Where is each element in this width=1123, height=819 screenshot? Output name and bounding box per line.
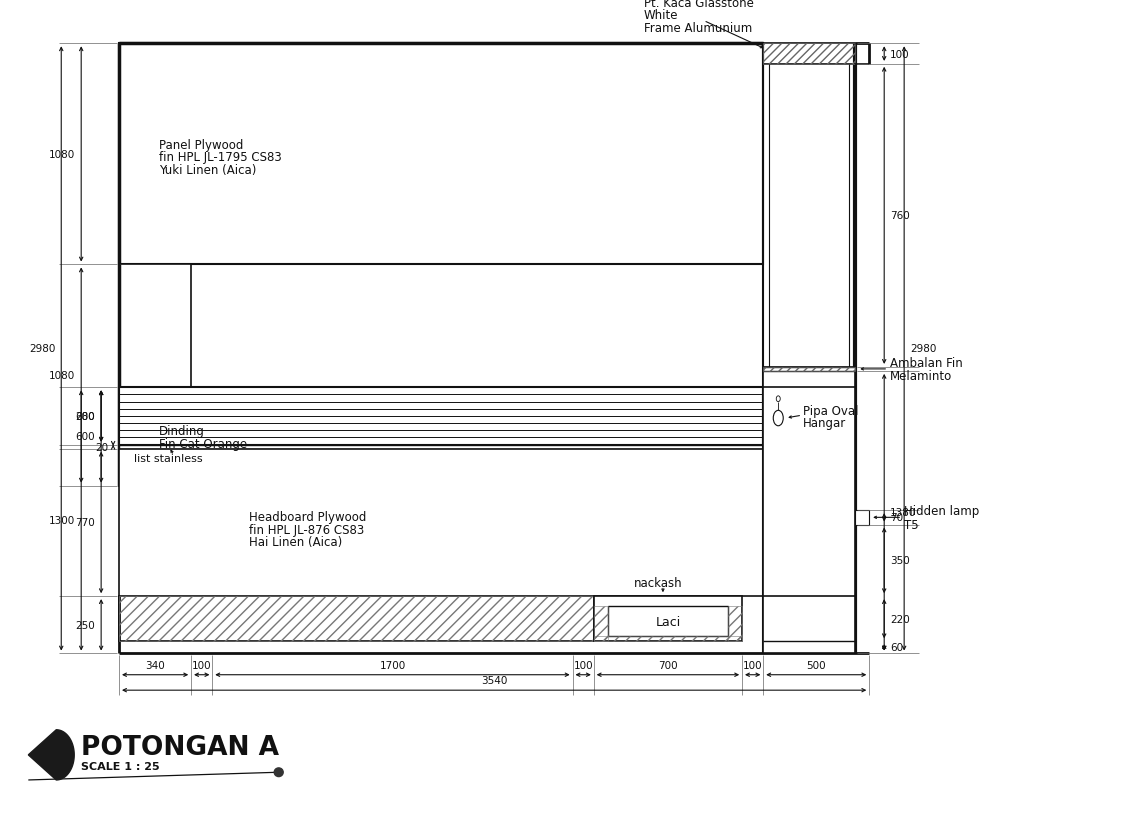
Text: 1380: 1380 — [891, 508, 916, 518]
Ellipse shape — [776, 396, 780, 402]
Text: 1300: 1300 — [49, 516, 75, 526]
Text: 280: 280 — [75, 411, 95, 422]
Bar — [608, 606, 728, 636]
Text: Dinding: Dinding — [159, 425, 204, 437]
Text: Ambalan Fin: Ambalan Fin — [891, 356, 962, 369]
Text: Pt. Kaca Glasstone: Pt. Kaca Glasstone — [643, 0, 754, 10]
Bar — [119, 388, 764, 445]
Text: 3540: 3540 — [481, 676, 508, 686]
Text: POTONGAN A: POTONGAN A — [81, 735, 280, 760]
Text: 60: 60 — [891, 643, 903, 653]
Text: Melaminto: Melaminto — [891, 369, 952, 382]
Bar — [119, 449, 764, 596]
Text: 600: 600 — [75, 432, 95, 442]
Bar — [594, 636, 742, 641]
Ellipse shape — [774, 411, 783, 426]
Text: 700: 700 — [658, 660, 678, 670]
Text: fin HPL JL-1795 CS83: fin HPL JL-1795 CS83 — [159, 152, 282, 164]
Bar — [856, 510, 869, 525]
Text: Headboard Plywood: Headboard Plywood — [249, 510, 366, 523]
Text: 220: 220 — [891, 614, 910, 624]
Text: 20: 20 — [95, 442, 108, 452]
Text: Hidden lamp: Hidden lamp — [904, 505, 979, 518]
Bar — [764, 44, 856, 65]
Text: 100: 100 — [574, 660, 593, 670]
Text: fin HPL JL-876 CS83: fin HPL JL-876 CS83 — [249, 523, 364, 536]
Text: 600: 600 — [75, 411, 95, 422]
Bar — [728, 606, 742, 641]
Text: Laci: Laci — [656, 615, 681, 628]
Text: 1700: 1700 — [380, 660, 405, 670]
Polygon shape — [28, 730, 74, 780]
Text: T5: T5 — [904, 518, 919, 531]
Text: Panel Plywood: Panel Plywood — [159, 138, 244, 152]
Text: 2980: 2980 — [29, 344, 55, 354]
Text: Fin Cat Orange: Fin Cat Orange — [159, 437, 247, 450]
Bar — [119, 596, 594, 641]
Text: Yuki Linen (Aica): Yuki Linen (Aica) — [159, 164, 256, 177]
Bar — [764, 368, 856, 372]
Text: nackash: nackash — [633, 577, 683, 590]
Text: 70: 70 — [891, 513, 903, 523]
Text: 2980: 2980 — [910, 344, 937, 354]
Text: 100: 100 — [891, 49, 910, 60]
Text: 500: 500 — [806, 660, 827, 670]
Bar — [119, 596, 594, 641]
Bar — [119, 596, 594, 641]
Text: Hangar: Hangar — [803, 417, 847, 430]
Bar — [119, 445, 764, 449]
Bar — [764, 372, 856, 654]
Text: White: White — [643, 9, 678, 22]
Bar — [119, 596, 594, 641]
Text: 350: 350 — [891, 555, 910, 566]
Circle shape — [274, 768, 283, 776]
Text: 340: 340 — [145, 660, 165, 670]
Text: SCALE 1 : 25: SCALE 1 : 25 — [81, 762, 159, 771]
Bar — [764, 44, 856, 65]
Text: 100: 100 — [743, 660, 763, 670]
Text: 100: 100 — [192, 660, 211, 670]
Text: Pipa Oval: Pipa Oval — [803, 405, 859, 418]
Bar — [594, 596, 742, 641]
Text: 250: 250 — [75, 620, 95, 630]
Text: list stainless: list stainless — [134, 454, 202, 464]
Text: 1080: 1080 — [49, 150, 75, 160]
Bar — [594, 606, 608, 641]
Text: Frame Alumunium: Frame Alumunium — [643, 21, 751, 34]
Text: 760: 760 — [891, 211, 910, 221]
Text: 1080: 1080 — [49, 370, 75, 381]
Text: 770: 770 — [75, 518, 95, 527]
Text: Hai Linen (Aica): Hai Linen (Aica) — [249, 536, 343, 549]
Bar — [119, 265, 191, 486]
Bar — [764, 368, 856, 372]
Bar — [119, 44, 764, 265]
